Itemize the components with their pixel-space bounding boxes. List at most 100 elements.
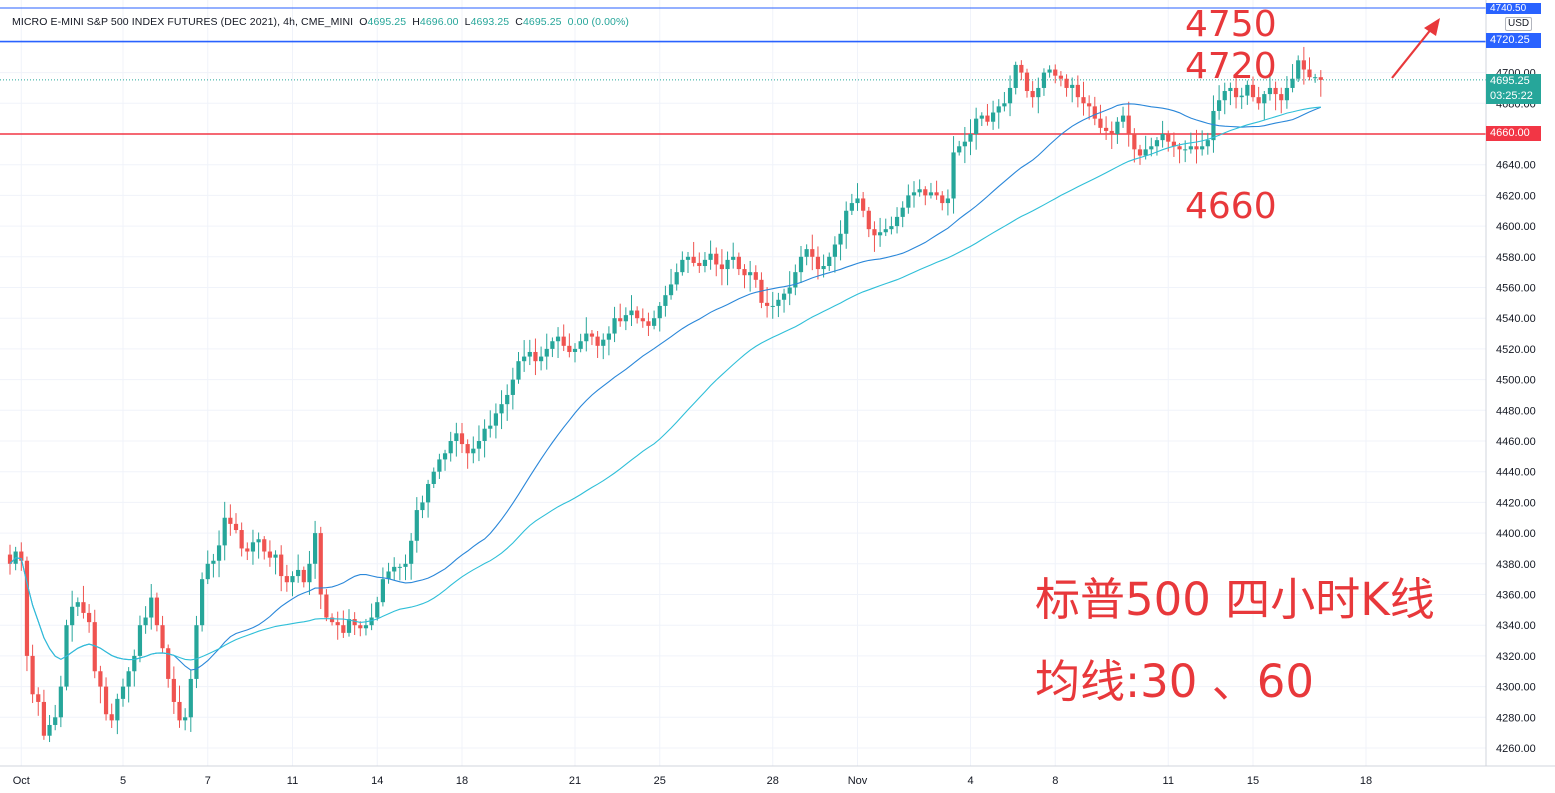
candle-body <box>160 625 165 649</box>
candle-body <box>550 341 555 349</box>
currency-label[interactable]: USD <box>1505 17 1533 31</box>
candle-body <box>849 203 854 211</box>
candle-body <box>793 272 798 288</box>
candle-body <box>623 315 628 322</box>
candle-body <box>1250 84 1256 98</box>
candle-body <box>329 617 335 623</box>
candle-body <box>284 576 289 583</box>
candle-body <box>482 428 487 441</box>
candle-body <box>426 483 431 503</box>
candle-body <box>962 141 967 147</box>
candle-body <box>30 655 35 695</box>
candle-body <box>697 262 702 267</box>
candle-body <box>1318 77 1323 80</box>
annotation-4660: 4660 <box>1185 186 1277 227</box>
candle-body <box>1092 106 1097 119</box>
candle-body <box>188 678 193 718</box>
candle-body <box>691 256 696 263</box>
x-tick-label: 14 <box>371 775 383 787</box>
candle-body <box>346 619 352 633</box>
candle-body <box>505 394 510 405</box>
legend-low-label: L <box>464 16 471 28</box>
y-tick-label: 4540.00 <box>1496 313 1536 325</box>
y-tick-label: 4520.00 <box>1496 344 1536 356</box>
candle-body <box>454 433 459 441</box>
candle-body <box>103 686 109 715</box>
candle-body <box>493 413 498 426</box>
candle-body <box>1041 72 1047 88</box>
candle-body <box>409 540 414 564</box>
candle-body <box>233 523 239 531</box>
candle-body <box>420 502 425 511</box>
candle-body <box>1188 146 1193 150</box>
symbol-legend: MICRO E-MINI S&P 500 INDEX FUTURES (DEC … <box>12 16 629 28</box>
candle-body <box>1120 115 1126 122</box>
y-tick-label: 4340.00 <box>1496 620 1536 632</box>
candle-body <box>798 256 804 273</box>
candle-body <box>1132 134 1137 150</box>
legend-symbol: MICRO E-MINI S&P 500 INDEX FUTURES (DEC … <box>12 16 354 28</box>
candle-body <box>98 671 103 687</box>
candle-body <box>770 305 775 307</box>
candle-body <box>273 554 278 558</box>
candle-body <box>612 318 617 334</box>
candle-body <box>183 717 188 721</box>
y-tick-label: 4320.00 <box>1496 651 1536 663</box>
candle-body <box>7 554 13 564</box>
candle-body <box>24 560 30 656</box>
candle-body <box>539 356 544 362</box>
candle-body <box>222 517 227 546</box>
legend-high-label: H <box>412 16 420 28</box>
candle-body <box>1115 121 1120 134</box>
y-tick-label: 4280.00 <box>1496 712 1536 724</box>
candle-body <box>143 617 148 626</box>
candle-body <box>731 256 736 260</box>
top-price-tag: 4740.50 <box>1486 3 1541 14</box>
candle-body <box>601 339 606 346</box>
y-tick-label: 4400.00 <box>1496 528 1536 540</box>
candle-body <box>75 602 80 607</box>
x-tick-label: 21 <box>569 775 581 787</box>
candle-body <box>1171 141 1176 147</box>
candle-body <box>1143 149 1148 156</box>
candle-body <box>216 545 222 561</box>
ma30-line <box>9 103 1322 671</box>
candle-body <box>753 272 758 280</box>
y-tick-label: 4480.00 <box>1496 405 1536 417</box>
candle-body <box>516 361 521 380</box>
candle-body <box>923 189 928 196</box>
candle-body <box>313 533 318 564</box>
candle-body <box>815 256 821 270</box>
candle-body <box>578 341 583 349</box>
candle-body <box>1194 146 1199 150</box>
ma60-line <box>9 106 1321 661</box>
candle-body <box>403 563 408 567</box>
candle-body <box>1296 60 1301 79</box>
candle-body <box>533 351 538 362</box>
candle-body <box>668 284 674 296</box>
blue-line-price-tag: 4720.25 <box>1486 33 1541 48</box>
x-tick-label: Oct <box>13 775 30 787</box>
candle-body <box>1126 115 1131 134</box>
candle-body <box>1301 60 1306 70</box>
candle-body <box>861 198 866 211</box>
red-arrow-line <box>1391 27 1433 79</box>
candle-body <box>499 404 504 414</box>
candle-body <box>363 625 369 629</box>
y-tick-label: 4360.00 <box>1496 590 1536 602</box>
candle-body <box>1075 84 1080 98</box>
candle-body <box>171 678 176 702</box>
candle-body <box>900 207 905 217</box>
candle-body <box>211 560 216 564</box>
candle-body <box>951 152 956 199</box>
candle-body <box>1256 97 1261 104</box>
red-line-price-tag: 4660.00 <box>1486 126 1541 141</box>
y-tick-label: 4260.00 <box>1496 743 1536 755</box>
candle-body <box>250 542 256 552</box>
candle-body <box>200 579 205 626</box>
price-axis-background <box>1486 0 1555 793</box>
candle-body <box>894 216 900 227</box>
candle-body <box>979 115 984 119</box>
